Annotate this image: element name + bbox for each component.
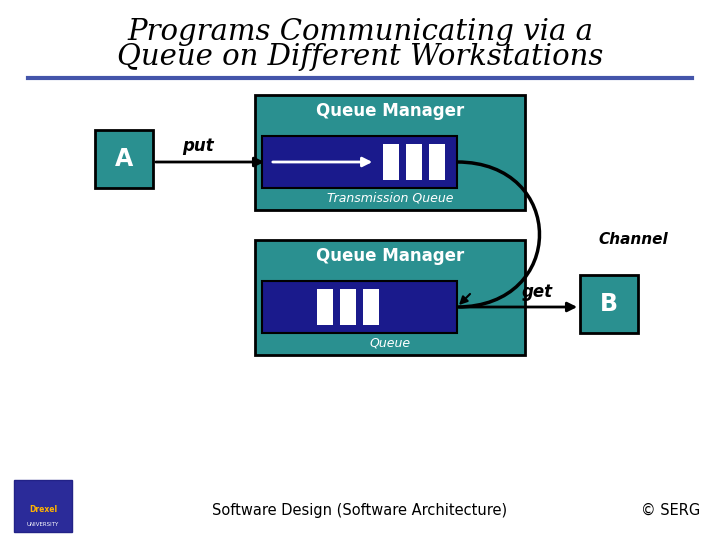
Text: Transmission Queue: Transmission Queue — [327, 192, 454, 205]
FancyBboxPatch shape — [383, 144, 399, 180]
Text: Channel: Channel — [598, 233, 667, 247]
Text: put: put — [182, 137, 214, 155]
FancyBboxPatch shape — [262, 281, 457, 333]
Text: A: A — [115, 147, 133, 171]
FancyBboxPatch shape — [580, 275, 638, 333]
FancyBboxPatch shape — [255, 240, 525, 355]
FancyBboxPatch shape — [95, 130, 153, 188]
FancyBboxPatch shape — [262, 136, 457, 188]
Text: UNIVERSITY: UNIVERSITY — [27, 522, 59, 526]
FancyBboxPatch shape — [255, 95, 525, 210]
Text: Programs Communicating via a: Programs Communicating via a — [127, 18, 593, 46]
Text: © SERG: © SERG — [641, 503, 700, 517]
Text: Queue: Queue — [369, 336, 410, 349]
FancyBboxPatch shape — [340, 289, 356, 325]
FancyBboxPatch shape — [406, 144, 422, 180]
FancyBboxPatch shape — [429, 144, 445, 180]
FancyBboxPatch shape — [363, 289, 379, 325]
Text: Software Design (Software Architecture): Software Design (Software Architecture) — [212, 503, 508, 517]
Text: B: B — [600, 292, 618, 316]
Text: get: get — [521, 283, 552, 301]
Text: Queue Manager: Queue Manager — [316, 102, 464, 120]
Text: Queue Manager: Queue Manager — [316, 247, 464, 265]
Text: Queue on Different Workstations: Queue on Different Workstations — [117, 43, 603, 71]
FancyBboxPatch shape — [14, 480, 72, 532]
FancyBboxPatch shape — [317, 289, 333, 325]
Text: Drexel: Drexel — [29, 505, 57, 515]
